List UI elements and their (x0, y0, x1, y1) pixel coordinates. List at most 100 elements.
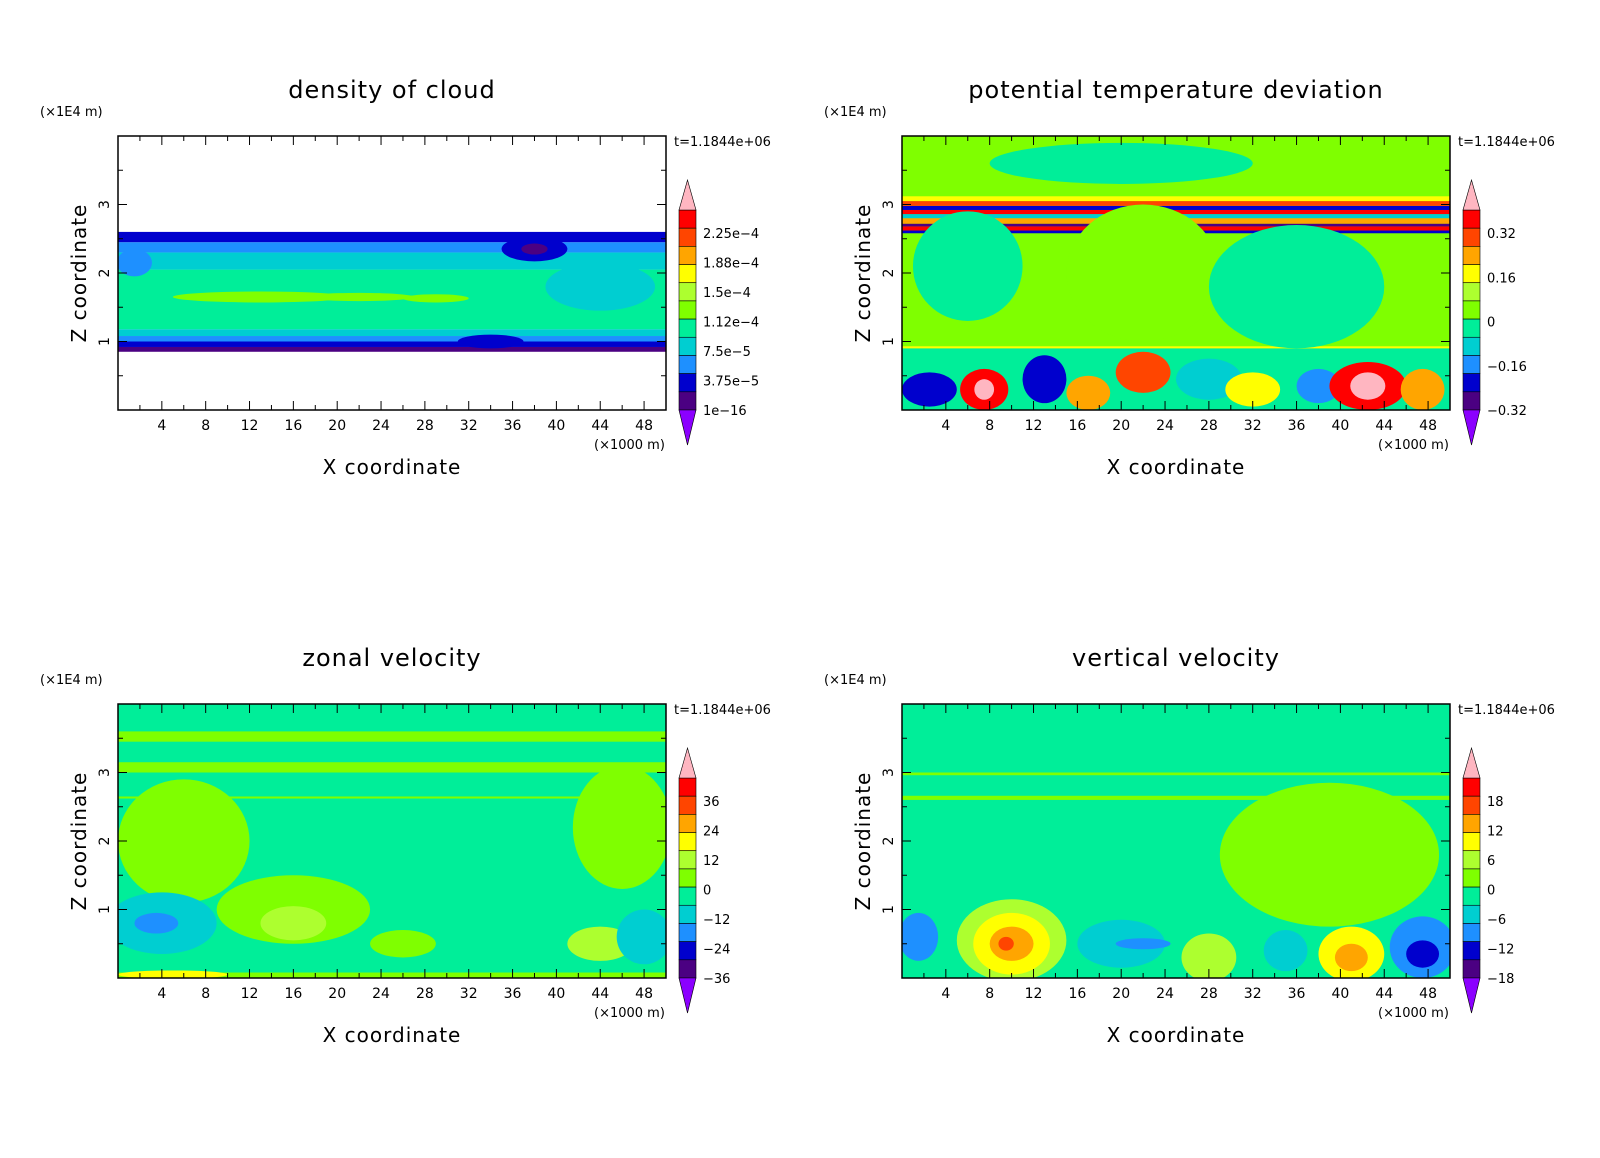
colorbar-swatch (1462, 868, 1481, 888)
time-label: t=1.1844e+06 (1458, 703, 1555, 718)
colorbar-label: 1.88e−4 (703, 257, 759, 272)
colorbar-swatch (1462, 850, 1481, 870)
colorbar-swatch (1462, 814, 1481, 833)
x-tick-label: 4 (157, 418, 166, 434)
contour-feature (1225, 372, 1281, 407)
colorbar-label: −6 (1487, 913, 1506, 928)
contour-feature (118, 970, 228, 978)
x-tick-label: 20 (1112, 418, 1130, 434)
colorbar-label: 0.32 (1487, 227, 1516, 242)
y-unit-label: (×1E4 m) (824, 105, 887, 120)
y-tick-label: 1 (881, 337, 897, 346)
contour-feature (1115, 351, 1171, 393)
colorbar-label: −18 (1487, 972, 1514, 987)
contour-band (118, 346, 666, 352)
x-tick-label: 48 (1419, 986, 1437, 1002)
y-axis-label: Z coordinate (851, 772, 875, 911)
colorbar-min-triangle (678, 977, 697, 1014)
colorbar-swatch (678, 336, 697, 356)
colorbar-label: −0.32 (1487, 404, 1527, 419)
colorbar-swatch (1462, 832, 1481, 852)
x-tick-label: 4 (157, 986, 166, 1002)
x-tick-label: 32 (460, 986, 478, 1002)
contour-feature (457, 334, 524, 349)
x-tick-label: 36 (504, 418, 522, 434)
colorbar-min-triangle (678, 409, 697, 446)
x-tick-label: 32 (1244, 418, 1262, 434)
x-tick-label: 28 (416, 986, 434, 1002)
contour-feature (1066, 375, 1111, 410)
x-tick-label: 12 (1025, 986, 1043, 1002)
colorbar-swatch (1462, 300, 1481, 320)
contour-band (118, 231, 666, 243)
contour-feature (1334, 943, 1368, 972)
contour-feature (118, 249, 152, 277)
contour-field (902, 704, 1450, 978)
colorbar-label: 18 (1487, 795, 1504, 810)
chart-title: zonal velocity (302, 644, 481, 672)
colorbar-label: 2.25e−4 (703, 227, 759, 242)
colorbar-swatch (1462, 941, 1481, 961)
colorbar-swatch (678, 246, 697, 265)
y-unit-label: (×1E4 m) (40, 673, 103, 688)
contour-feature (974, 379, 995, 400)
x-tick-label: 8 (201, 418, 210, 434)
contour-feature (1296, 368, 1341, 404)
contour-feature (1263, 930, 1308, 972)
x-tick-label: 8 (985, 986, 994, 1002)
x-tick-label: 28 (1200, 986, 1218, 1002)
x-tick-label: 12 (241, 986, 259, 1002)
contour-feature (616, 909, 666, 965)
contour-feature (1400, 368, 1445, 410)
colorbar-label: −0.16 (1487, 360, 1527, 375)
contour-feature (118, 779, 250, 903)
x-tick-label: 16 (1068, 418, 1086, 434)
x-tick-label: 48 (1419, 418, 1437, 434)
colorbar-swatch (1462, 282, 1481, 302)
colorbar-swatch (1462, 336, 1481, 356)
contour-feature (989, 142, 1253, 184)
x-tick-label: 36 (1288, 418, 1306, 434)
contour-band (118, 341, 666, 347)
colorbar-swatch (678, 318, 697, 338)
colorbar: 18 12 6 0 −6 −12 −18 (1462, 746, 1514, 1014)
colorbar-swatch (678, 959, 697, 979)
x-tick-label: 12 (241, 418, 259, 434)
colorbar-swatch (1462, 391, 1481, 411)
y-tick-label: 1 (97, 905, 113, 914)
colorbar-swatch (1462, 795, 1481, 815)
contour-feature (545, 262, 656, 311)
x-tick-label: 40 (547, 418, 565, 434)
colorbar-label: 1.5e−4 (703, 286, 751, 301)
x-tick-label: 32 (1244, 986, 1262, 1002)
x-tick-label: 16 (284, 986, 302, 1002)
x-tick-label: 8 (985, 418, 994, 434)
time-label: t=1.1844e+06 (1458, 135, 1555, 150)
contour-band (902, 795, 1450, 800)
colorbar-label: 0 (1487, 884, 1495, 899)
contour-band (902, 346, 1450, 349)
contour-feature (1022, 355, 1067, 404)
contour-feature (1181, 933, 1237, 978)
colorbar-swatch (678, 814, 697, 833)
colorbar-swatch (678, 264, 697, 284)
contour-feature (1219, 782, 1440, 927)
contour-band (902, 772, 1450, 776)
contour-feature (1066, 204, 1220, 342)
colorbar-swatch (1462, 227, 1481, 247)
colorbar-max-triangle (678, 746, 697, 779)
colorbar-swatch (1462, 373, 1481, 393)
contour-band (118, 329, 666, 337)
colorbar-swatch (1462, 318, 1481, 338)
contour-feature (998, 936, 1014, 951)
colorbar-label: 1e−16 (703, 404, 747, 419)
x-tick-label: 40 (547, 986, 565, 1002)
x-tick-label: 28 (416, 418, 434, 434)
contour-feature (304, 292, 414, 302)
x-unit-label: (×1000 m) (1378, 438, 1449, 453)
x-tick-label: 24 (372, 418, 390, 434)
contour-feature (172, 291, 349, 303)
